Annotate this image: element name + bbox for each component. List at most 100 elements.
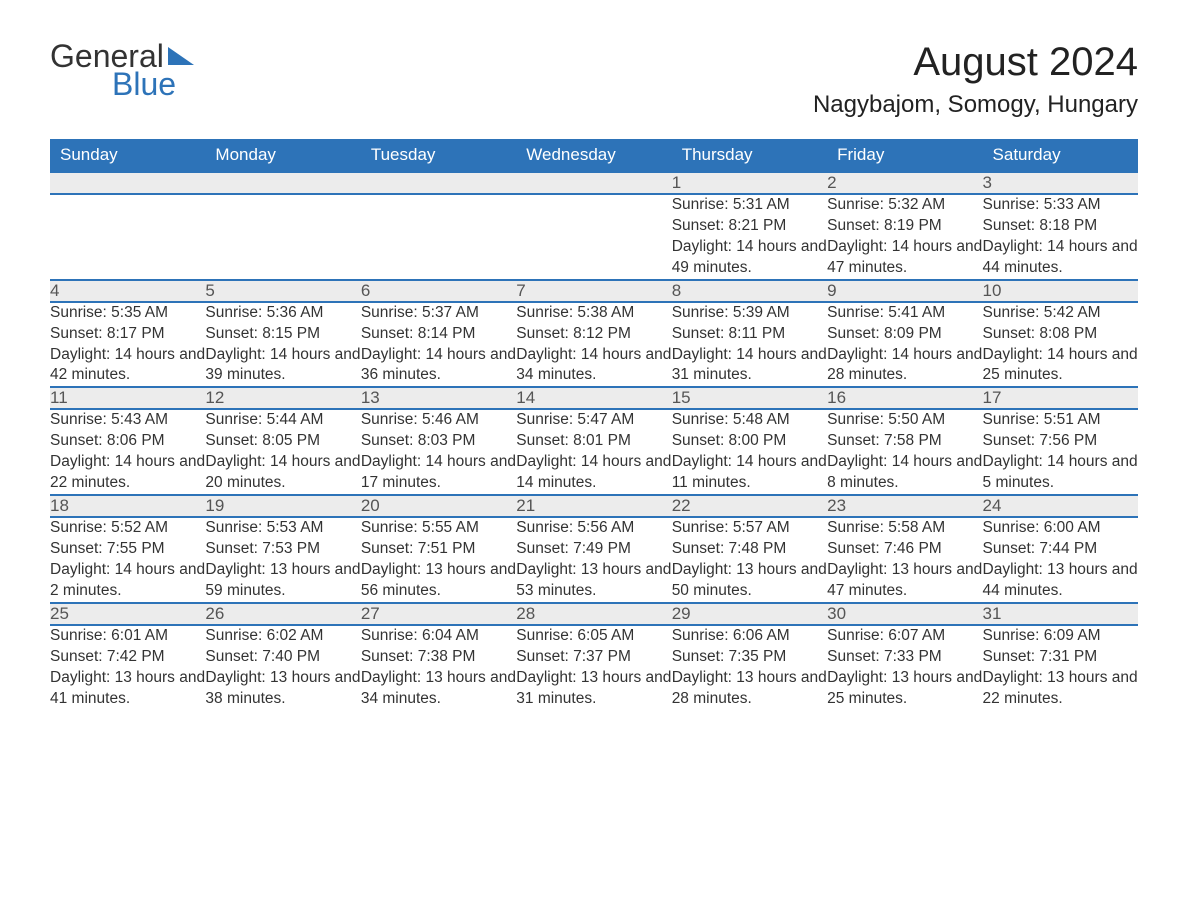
day-number-cell: 20 bbox=[361, 495, 516, 517]
day-number-cell: 29 bbox=[672, 603, 827, 625]
sunset-text: Sunset: 8:01 PM bbox=[516, 431, 671, 452]
day-detail-cell: Sunrise: 5:38 AMSunset: 8:12 PMDaylight:… bbox=[516, 302, 671, 388]
daylight-text: Daylight: 14 hours and 25 minutes. bbox=[983, 345, 1138, 387]
day-number-cell: 9 bbox=[827, 280, 982, 302]
daylight-text: Daylight: 14 hours and 44 minutes. bbox=[983, 237, 1138, 279]
sunset-text: Sunset: 8:19 PM bbox=[827, 216, 982, 237]
sunrise-text: Sunrise: 5:48 AM bbox=[672, 410, 827, 431]
day-detail-cell: Sunrise: 5:32 AMSunset: 8:19 PMDaylight:… bbox=[827, 194, 982, 280]
sunset-text: Sunset: 8:21 PM bbox=[672, 216, 827, 237]
day-number: 16 bbox=[827, 388, 846, 407]
day-detail-cell: Sunrise: 6:06 AMSunset: 7:35 PMDaylight:… bbox=[672, 625, 827, 710]
day-number: 5 bbox=[205, 281, 214, 300]
sunrise-text: Sunrise: 5:35 AM bbox=[50, 303, 205, 324]
day-number-row: 25262728293031 bbox=[50, 603, 1138, 625]
day-number-cell: 31 bbox=[983, 603, 1138, 625]
day-number: 4 bbox=[50, 281, 59, 300]
sunset-text: Sunset: 8:03 PM bbox=[361, 431, 516, 452]
day-number-cell: 16 bbox=[827, 387, 982, 409]
sunset-text: Sunset: 7:46 PM bbox=[827, 539, 982, 560]
day-number: 29 bbox=[672, 604, 691, 623]
daylight-text: Daylight: 14 hours and 22 minutes. bbox=[50, 452, 205, 494]
day-number: 3 bbox=[983, 173, 992, 192]
day-number-cell: 5 bbox=[205, 280, 360, 302]
day-number: 17 bbox=[983, 388, 1002, 407]
calendar-table: Sunday Monday Tuesday Wednesday Thursday… bbox=[50, 139, 1138, 709]
daylight-text: Daylight: 14 hours and 14 minutes. bbox=[516, 452, 671, 494]
day-detail-cell: Sunrise: 5:44 AMSunset: 8:05 PMDaylight:… bbox=[205, 409, 360, 495]
day-detail-cell: Sunrise: 5:50 AMSunset: 7:58 PMDaylight:… bbox=[827, 409, 982, 495]
day-number: 6 bbox=[361, 281, 370, 300]
day-number: 2 bbox=[827, 173, 836, 192]
day-detail-row: Sunrise: 6:01 AMSunset: 7:42 PMDaylight:… bbox=[50, 625, 1138, 710]
day-number-cell bbox=[50, 172, 205, 194]
day-number-cell: 17 bbox=[983, 387, 1138, 409]
day-number: 8 bbox=[672, 281, 681, 300]
day-number: 24 bbox=[983, 496, 1002, 515]
day-number-cell: 15 bbox=[672, 387, 827, 409]
day-detail-cell: Sunrise: 5:41 AMSunset: 8:09 PMDaylight:… bbox=[827, 302, 982, 388]
sunrise-text: Sunrise: 5:46 AM bbox=[361, 410, 516, 431]
day-detail-cell: Sunrise: 5:36 AMSunset: 8:15 PMDaylight:… bbox=[205, 302, 360, 388]
day-detail-cell: Sunrise: 6:07 AMSunset: 7:33 PMDaylight:… bbox=[827, 625, 982, 710]
day-number: 22 bbox=[672, 496, 691, 515]
daylight-text: Daylight: 14 hours and 34 minutes. bbox=[516, 345, 671, 387]
sunrise-text: Sunrise: 5:43 AM bbox=[50, 410, 205, 431]
day-number: 1 bbox=[672, 173, 681, 192]
sunset-text: Sunset: 7:37 PM bbox=[516, 647, 671, 668]
day-number-cell: 18 bbox=[50, 495, 205, 517]
day-number-cell: 1 bbox=[672, 172, 827, 194]
day-number-cell: 12 bbox=[205, 387, 360, 409]
sunrise-text: Sunrise: 5:56 AM bbox=[516, 518, 671, 539]
day-number: 23 bbox=[827, 496, 846, 515]
day-number-cell: 22 bbox=[672, 495, 827, 517]
day-detail-cell: Sunrise: 5:58 AMSunset: 7:46 PMDaylight:… bbox=[827, 517, 982, 603]
daylight-text: Daylight: 14 hours and 42 minutes. bbox=[50, 345, 205, 387]
sunset-text: Sunset: 8:06 PM bbox=[50, 431, 205, 452]
day-number-cell: 24 bbox=[983, 495, 1138, 517]
day-number-cell: 30 bbox=[827, 603, 982, 625]
weekday-header: Saturday bbox=[983, 139, 1138, 172]
day-detail-cell: Sunrise: 6:01 AMSunset: 7:42 PMDaylight:… bbox=[50, 625, 205, 710]
day-detail-cell: Sunrise: 5:46 AMSunset: 8:03 PMDaylight:… bbox=[361, 409, 516, 495]
daylight-text: Daylight: 13 hours and 41 minutes. bbox=[50, 668, 205, 710]
sunrise-text: Sunrise: 5:32 AM bbox=[827, 195, 982, 216]
daylight-text: Daylight: 14 hours and 28 minutes. bbox=[827, 345, 982, 387]
day-number-row: 1 2 3 bbox=[50, 172, 1138, 194]
daylight-text: Daylight: 13 hours and 25 minutes. bbox=[827, 668, 982, 710]
day-detail-cell: Sunrise: 6:02 AMSunset: 7:40 PMDaylight:… bbox=[205, 625, 360, 710]
header: General Blue August 2024 Nagybajom, Somo… bbox=[50, 40, 1138, 119]
sunrise-text: Sunrise: 5:31 AM bbox=[672, 195, 827, 216]
daylight-text: Daylight: 13 hours and 53 minutes. bbox=[516, 560, 671, 602]
day-number: 7 bbox=[516, 281, 525, 300]
weekday-header: Tuesday bbox=[361, 139, 516, 172]
daylight-text: Daylight: 14 hours and 20 minutes. bbox=[205, 452, 360, 494]
day-detail-cell: Sunrise: 5:42 AMSunset: 8:08 PMDaylight:… bbox=[983, 302, 1138, 388]
page-title: August 2024 bbox=[813, 40, 1138, 85]
day-number: 25 bbox=[50, 604, 69, 623]
daylight-text: Daylight: 13 hours and 28 minutes. bbox=[672, 668, 827, 710]
daylight-text: Daylight: 14 hours and 17 minutes. bbox=[361, 452, 516, 494]
day-number-cell: 26 bbox=[205, 603, 360, 625]
sunrise-text: Sunrise: 5:50 AM bbox=[827, 410, 982, 431]
sunrise-text: Sunrise: 5:51 AM bbox=[983, 410, 1138, 431]
sunrise-text: Sunrise: 5:42 AM bbox=[983, 303, 1138, 324]
day-number-cell bbox=[516, 172, 671, 194]
sunset-text: Sunset: 8:00 PM bbox=[672, 431, 827, 452]
day-detail-cell: Sunrise: 6:09 AMSunset: 7:31 PMDaylight:… bbox=[983, 625, 1138, 710]
day-detail-cell: Sunrise: 5:31 AMSunset: 8:21 PMDaylight:… bbox=[672, 194, 827, 280]
day-detail-cell bbox=[205, 194, 360, 280]
daylight-text: Daylight: 14 hours and 5 minutes. bbox=[983, 452, 1138, 494]
weekday-header: Thursday bbox=[672, 139, 827, 172]
daylight-text: Daylight: 14 hours and 47 minutes. bbox=[827, 237, 982, 279]
day-detail-cell: Sunrise: 5:33 AMSunset: 8:18 PMDaylight:… bbox=[983, 194, 1138, 280]
sunrise-text: Sunrise: 5:55 AM bbox=[361, 518, 516, 539]
sunrise-text: Sunrise: 6:05 AM bbox=[516, 626, 671, 647]
sunrise-text: Sunrise: 5:33 AM bbox=[983, 195, 1138, 216]
sunset-text: Sunset: 8:15 PM bbox=[205, 324, 360, 345]
sunrise-text: Sunrise: 6:01 AM bbox=[50, 626, 205, 647]
day-number-row: 18192021222324 bbox=[50, 495, 1138, 517]
sunset-text: Sunset: 7:51 PM bbox=[361, 539, 516, 560]
day-number-cell: 6 bbox=[361, 280, 516, 302]
day-number: 10 bbox=[983, 281, 1002, 300]
